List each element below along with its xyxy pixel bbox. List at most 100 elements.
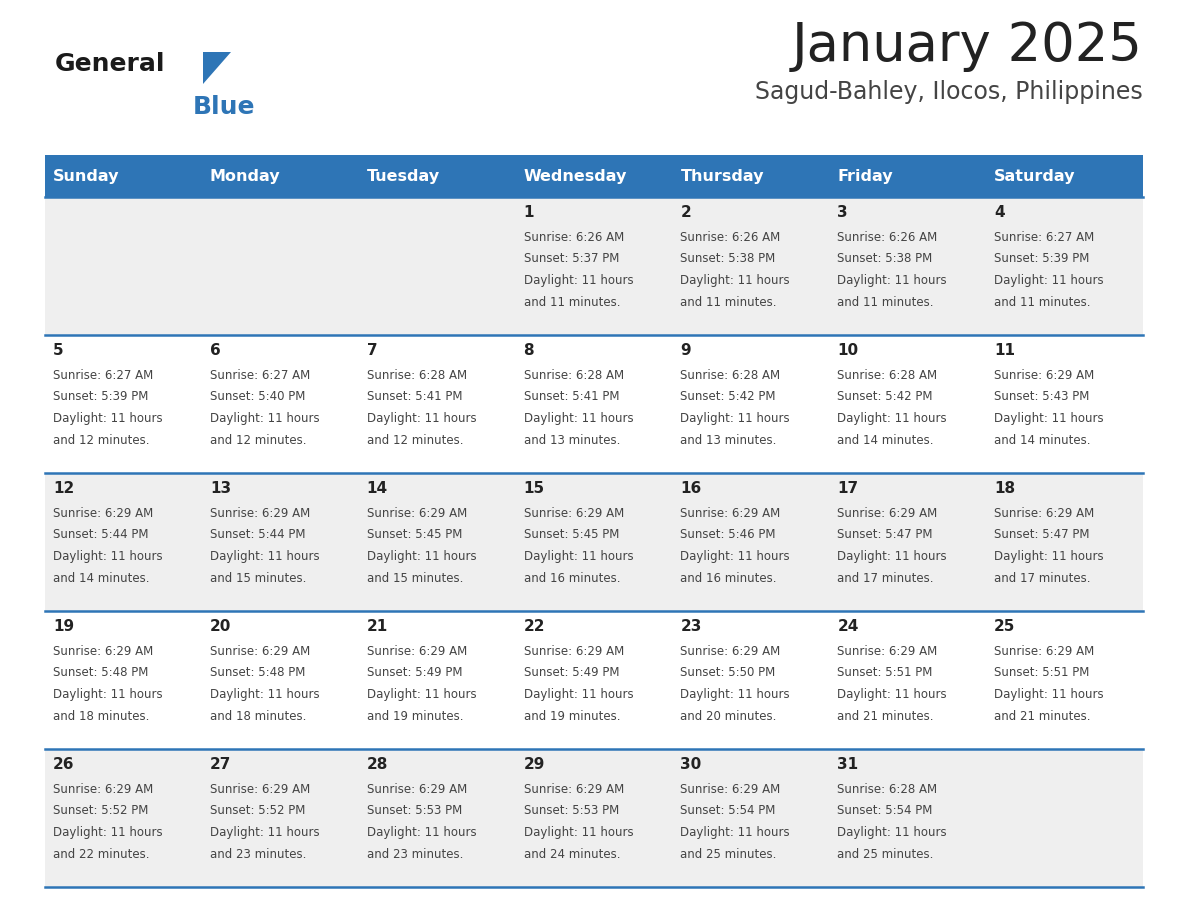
Bar bbox=[672, 749, 829, 887]
Text: Sunrise: 6:29 AM: Sunrise: 6:29 AM bbox=[524, 783, 624, 796]
Text: 16: 16 bbox=[681, 481, 702, 496]
Text: Monday: Monday bbox=[210, 169, 280, 184]
Text: Sunset: 5:48 PM: Sunset: 5:48 PM bbox=[53, 666, 148, 679]
Text: Sunrise: 6:29 AM: Sunrise: 6:29 AM bbox=[681, 783, 781, 796]
Bar bbox=[829, 197, 986, 335]
Text: Daylight: 11 hours: Daylight: 11 hours bbox=[524, 826, 633, 839]
Text: Daylight: 11 hours: Daylight: 11 hours bbox=[210, 826, 320, 839]
Text: Sunset: 5:52 PM: Sunset: 5:52 PM bbox=[53, 804, 148, 818]
Text: 1: 1 bbox=[524, 205, 535, 220]
Text: General: General bbox=[55, 52, 165, 76]
Text: 5: 5 bbox=[53, 343, 64, 358]
Bar bbox=[202, 611, 359, 749]
Bar bbox=[359, 749, 516, 887]
Text: 29: 29 bbox=[524, 757, 545, 772]
Text: 2: 2 bbox=[681, 205, 691, 220]
Text: Daylight: 11 hours: Daylight: 11 hours bbox=[524, 412, 633, 425]
Text: and 14 minutes.: and 14 minutes. bbox=[994, 433, 1091, 446]
Text: Sunset: 5:49 PM: Sunset: 5:49 PM bbox=[367, 666, 462, 679]
Text: 21: 21 bbox=[367, 619, 388, 634]
Bar bbox=[45, 335, 202, 473]
Text: Sunrise: 6:29 AM: Sunrise: 6:29 AM bbox=[838, 645, 937, 658]
Text: Sunrise: 6:29 AM: Sunrise: 6:29 AM bbox=[210, 507, 310, 520]
Text: and 21 minutes.: and 21 minutes. bbox=[994, 710, 1091, 722]
Bar bbox=[359, 473, 516, 611]
Bar bbox=[829, 611, 986, 749]
Text: Sunrise: 6:29 AM: Sunrise: 6:29 AM bbox=[838, 507, 937, 520]
Bar bbox=[516, 197, 672, 335]
Bar bbox=[516, 335, 672, 473]
Text: 8: 8 bbox=[524, 343, 535, 358]
Bar bbox=[986, 197, 1143, 335]
Text: Daylight: 11 hours: Daylight: 11 hours bbox=[681, 550, 790, 563]
Text: 28: 28 bbox=[367, 757, 388, 772]
Text: 31: 31 bbox=[838, 757, 859, 772]
Bar bbox=[202, 197, 359, 335]
Text: and 14 minutes.: and 14 minutes. bbox=[838, 433, 934, 446]
Text: Sunset: 5:46 PM: Sunset: 5:46 PM bbox=[681, 529, 776, 542]
Bar bbox=[516, 749, 672, 887]
Text: 6: 6 bbox=[210, 343, 221, 358]
Text: Sunrise: 6:29 AM: Sunrise: 6:29 AM bbox=[53, 645, 153, 658]
Text: Sunrise: 6:29 AM: Sunrise: 6:29 AM bbox=[524, 507, 624, 520]
Bar bbox=[359, 611, 516, 749]
Text: 30: 30 bbox=[681, 757, 702, 772]
Bar bbox=[45, 749, 202, 887]
Text: Daylight: 11 hours: Daylight: 11 hours bbox=[838, 274, 947, 287]
Text: Daylight: 11 hours: Daylight: 11 hours bbox=[994, 550, 1104, 563]
Text: Daylight: 11 hours: Daylight: 11 hours bbox=[367, 688, 476, 701]
Text: Sagud-Bahley, Ilocos, Philippines: Sagud-Bahley, Ilocos, Philippines bbox=[756, 80, 1143, 104]
Text: Sunset: 5:44 PM: Sunset: 5:44 PM bbox=[210, 529, 305, 542]
Text: Sunrise: 6:28 AM: Sunrise: 6:28 AM bbox=[681, 369, 781, 382]
Text: and 12 minutes.: and 12 minutes. bbox=[210, 433, 307, 446]
Text: Sunset: 5:41 PM: Sunset: 5:41 PM bbox=[524, 390, 619, 404]
Bar bbox=[516, 611, 672, 749]
Text: Sunset: 5:45 PM: Sunset: 5:45 PM bbox=[367, 529, 462, 542]
Text: Sunrise: 6:29 AM: Sunrise: 6:29 AM bbox=[994, 369, 1094, 382]
Text: and 12 minutes.: and 12 minutes. bbox=[367, 433, 463, 446]
Text: 11: 11 bbox=[994, 343, 1015, 358]
Bar bbox=[986, 473, 1143, 611]
Bar bbox=[986, 749, 1143, 887]
Bar bbox=[829, 335, 986, 473]
Text: Sunrise: 6:28 AM: Sunrise: 6:28 AM bbox=[367, 369, 467, 382]
Text: 4: 4 bbox=[994, 205, 1005, 220]
Text: Sunday: Sunday bbox=[53, 169, 120, 184]
Text: Sunset: 5:38 PM: Sunset: 5:38 PM bbox=[838, 252, 933, 265]
Text: and 22 minutes.: and 22 minutes. bbox=[53, 847, 150, 860]
Text: and 19 minutes.: and 19 minutes. bbox=[367, 710, 463, 722]
Text: and 23 minutes.: and 23 minutes. bbox=[210, 847, 307, 860]
Text: Sunset: 5:44 PM: Sunset: 5:44 PM bbox=[53, 529, 148, 542]
Text: Sunrise: 6:29 AM: Sunrise: 6:29 AM bbox=[994, 645, 1094, 658]
Text: Sunset: 5:53 PM: Sunset: 5:53 PM bbox=[367, 804, 462, 818]
Text: 17: 17 bbox=[838, 481, 859, 496]
Bar bbox=[672, 155, 829, 197]
Bar bbox=[202, 749, 359, 887]
Text: Sunrise: 6:27 AM: Sunrise: 6:27 AM bbox=[994, 231, 1094, 244]
Text: and 11 minutes.: and 11 minutes. bbox=[681, 296, 777, 308]
Bar bbox=[359, 155, 516, 197]
Bar bbox=[829, 155, 986, 197]
Text: and 11 minutes.: and 11 minutes. bbox=[838, 296, 934, 308]
Text: Daylight: 11 hours: Daylight: 11 hours bbox=[210, 550, 320, 563]
Text: Sunset: 5:40 PM: Sunset: 5:40 PM bbox=[210, 390, 305, 404]
Text: Sunset: 5:37 PM: Sunset: 5:37 PM bbox=[524, 252, 619, 265]
Text: Sunrise: 6:26 AM: Sunrise: 6:26 AM bbox=[524, 231, 624, 244]
Bar bbox=[986, 335, 1143, 473]
Text: Daylight: 11 hours: Daylight: 11 hours bbox=[524, 688, 633, 701]
Text: 23: 23 bbox=[681, 619, 702, 634]
Text: and 15 minutes.: and 15 minutes. bbox=[367, 572, 463, 585]
Text: Thursday: Thursday bbox=[681, 169, 764, 184]
Bar bbox=[829, 473, 986, 611]
Text: 19: 19 bbox=[53, 619, 74, 634]
Bar bbox=[45, 197, 202, 335]
Text: 10: 10 bbox=[838, 343, 859, 358]
Bar bbox=[202, 335, 359, 473]
Text: 25: 25 bbox=[994, 619, 1016, 634]
Text: January 2025: January 2025 bbox=[792, 20, 1143, 72]
Text: Sunrise: 6:28 AM: Sunrise: 6:28 AM bbox=[838, 369, 937, 382]
Text: Sunset: 5:43 PM: Sunset: 5:43 PM bbox=[994, 390, 1089, 404]
Bar bbox=[672, 335, 829, 473]
Text: 22: 22 bbox=[524, 619, 545, 634]
Text: Sunset: 5:48 PM: Sunset: 5:48 PM bbox=[210, 666, 305, 679]
